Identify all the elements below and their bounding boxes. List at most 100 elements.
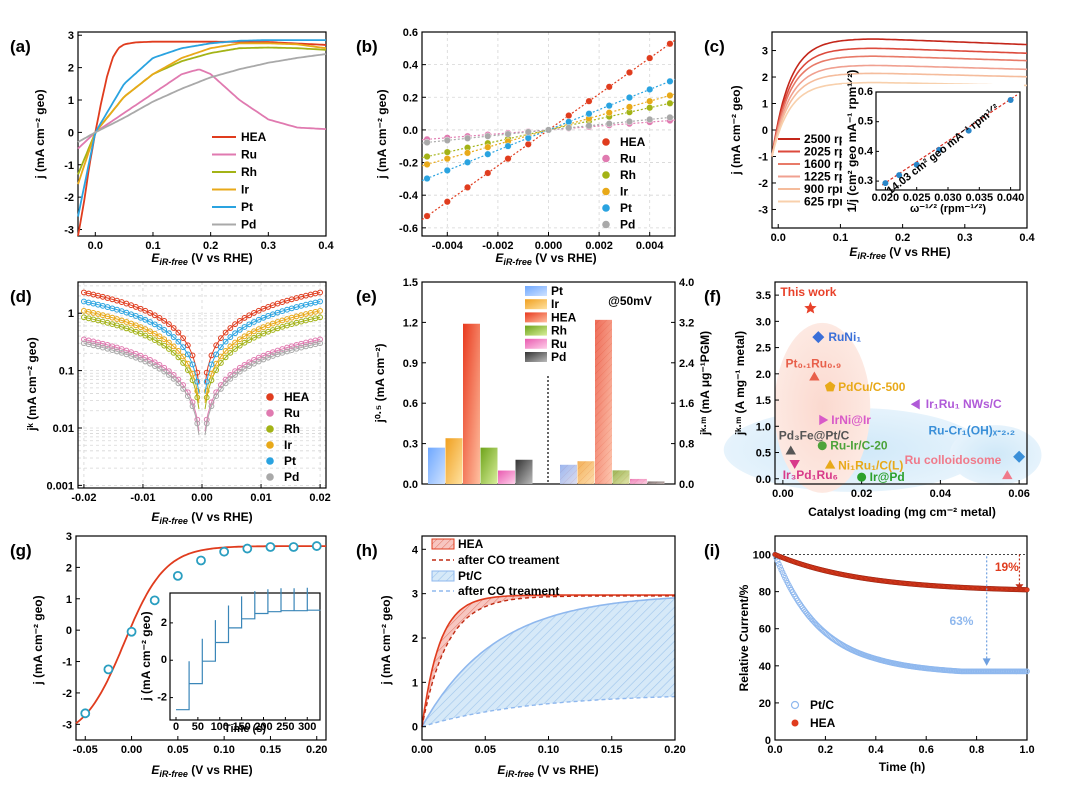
y-tick-label: 0.6	[403, 27, 418, 39]
panel-label: (g)	[10, 541, 32, 560]
data-point	[80, 708, 91, 719]
y-tick-label: -1	[62, 657, 72, 669]
data-point-Ir	[625, 103, 633, 111]
series-line-HEA	[77, 40, 327, 237]
data-point-HEA	[484, 169, 492, 177]
data-point-HEA	[180, 335, 187, 342]
data-point-Pt	[236, 327, 243, 333]
data-point-Ir	[180, 353, 187, 360]
legend-label: Pt	[241, 200, 253, 214]
data-point-Pt	[423, 174, 431, 182]
inset-y-tick-label: 0.3	[858, 175, 873, 187]
y-tick-label: 0.2	[403, 92, 418, 104]
data-point-Pd	[565, 124, 573, 132]
data-point-Pt	[156, 324, 163, 330]
legend-label: HEA	[620, 135, 646, 149]
panel-b: (b) -0.004 -0.002 0.000 0.002 0.004 -0.6 -0.4 -0…	[356, 27, 676, 267]
x-tick-label: -0.004	[432, 240, 464, 252]
data-point-HEA	[443, 198, 451, 206]
data-point-Rh	[317, 314, 323, 321]
data-point-Pt	[227, 334, 234, 340]
bar-right-hatch	[577, 461, 595, 484]
x-tick-label: 0.20	[664, 744, 685, 756]
data-point-Pd	[585, 122, 593, 130]
data-point-Pt	[189, 361, 196, 368]
bubble-blue-right	[949, 425, 1042, 486]
legend-label: Pt/C	[458, 569, 482, 583]
legend-label: 625 rpm	[804, 195, 850, 209]
data-point-Ir	[147, 328, 153, 335]
series-line-Rh	[77, 46, 327, 175]
data-point-Pt	[625, 94, 633, 102]
marker-triangle-right	[819, 414, 829, 426]
y-axis-label: jᵏ·ᵐ (A mg⁻¹ metal)	[733, 331, 747, 436]
x-tick-label: 0.00	[191, 492, 212, 504]
legend-label: HEA	[810, 716, 836, 730]
data-point-HEA	[184, 342, 191, 349]
inset-y-tick-label: 0.4	[858, 145, 874, 157]
data-point-Pt	[203, 378, 210, 385]
data-point-ptc	[1024, 668, 1030, 675]
point-label: Ir₁Ru₁ NWs/C	[926, 397, 1002, 411]
data-point-Rh	[236, 342, 243, 349]
data-point-Pd	[251, 360, 257, 367]
data-point-Rh	[666, 99, 674, 107]
data-point-Pd	[208, 403, 215, 410]
legend-marker	[602, 204, 610, 212]
legend-marker	[266, 409, 274, 417]
legend-marker	[266, 393, 274, 401]
data-point-Rh	[156, 339, 163, 346]
legend-marker	[602, 187, 610, 196]
y-tick-label: 1	[68, 95, 74, 107]
data-point-Ir	[142, 326, 149, 333]
data-point-Ir	[666, 91, 674, 99]
x-tick-label: 0.4	[1019, 232, 1035, 244]
data-point-Ir	[443, 155, 451, 163]
legend-swatch	[525, 312, 547, 323]
data-point-Ir	[203, 388, 210, 394]
y-tick-label: 3.5	[756, 290, 771, 302]
marker-circle	[817, 441, 827, 451]
plot-frame	[75, 535, 327, 741]
x-tick-label: 0.2	[203, 240, 218, 252]
data-point-Pd	[255, 358, 262, 365]
data-point-Pd	[227, 375, 234, 382]
y-tick-label: 1.2	[403, 317, 418, 329]
y-tick-label: 80	[759, 587, 771, 599]
rpm-curve	[771, 55, 1028, 157]
point-label: RuNi₁	[828, 330, 861, 344]
area-ptc	[422, 597, 675, 727]
data-point-Rh	[132, 328, 139, 335]
data-point-Rh	[232, 346, 238, 352]
panel-label: (h)	[356, 541, 378, 560]
data-point-Pd	[222, 380, 229, 387]
inset-y-tick-label: 0.5	[858, 116, 873, 128]
y-tick-label: 2	[762, 72, 768, 84]
panel-label: (c)	[704, 37, 725, 56]
x-tick-label: 0.01	[250, 492, 271, 504]
data-point-Pd	[217, 385, 224, 392]
data-point-ptc	[779, 569, 786, 576]
point-label: Ir₃Pd₁Ru₆	[783, 468, 838, 482]
data-point-Ir	[246, 330, 253, 337]
arrow-head-ptc	[982, 658, 991, 666]
panel-label: (a)	[10, 37, 31, 56]
data-point-Ru	[317, 336, 323, 343]
y-tick-label: 60	[759, 624, 771, 636]
data-point-Ir	[222, 348, 229, 354]
x-tick-label: 0.00	[121, 744, 142, 756]
data-point-Ru	[260, 352, 267, 359]
data-point-ptc	[774, 557, 781, 564]
legend-marker	[602, 171, 610, 179]
data-point	[288, 542, 299, 552]
data-point-Rh	[241, 339, 248, 346]
plot-frame	[169, 592, 321, 721]
ptc-curve	[421, 597, 676, 728]
bar-left-Pd	[515, 459, 533, 484]
x-axis-label: EiR-free (V vs RHE)	[151, 251, 252, 267]
legend-label: HEA	[551, 310, 577, 324]
inset-step-curve	[176, 587, 321, 711]
data-point	[242, 543, 253, 554]
legend-label: Pd	[551, 350, 566, 364]
x-tick-label: 0.3	[261, 240, 276, 252]
